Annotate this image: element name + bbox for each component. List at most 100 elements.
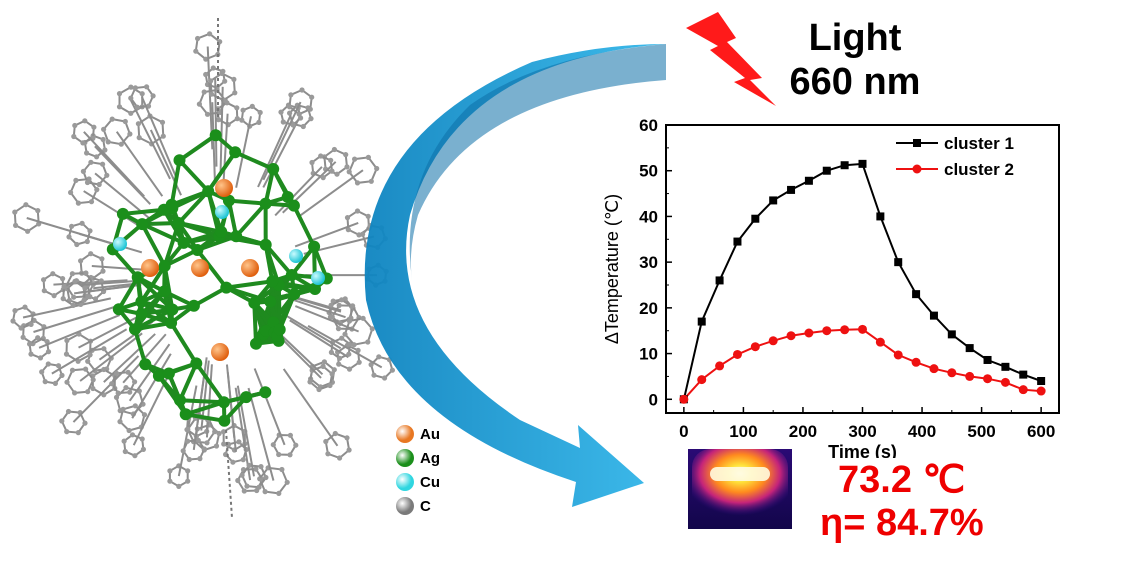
carbon-atom: [13, 222, 19, 228]
ag-atom: [177, 236, 190, 249]
carbon-atom: [87, 352, 93, 358]
carbon-atom: [221, 441, 227, 447]
y-tick-label: 30: [639, 253, 658, 272]
ligand-bond: [297, 169, 364, 219]
carbon-atom: [37, 355, 44, 361]
carbon-atom: [308, 116, 314, 122]
carbon-atom: [276, 451, 282, 458]
carbon-atom: [140, 446, 146, 452]
carbon-atom: [83, 366, 89, 372]
carbon-atom: [256, 484, 262, 490]
carbon-atom: [121, 438, 127, 444]
carbon-atom: [118, 141, 124, 147]
ag-atom: [264, 295, 277, 308]
temperature-chart: 0 100 200 300 400 500 600 0 10 20 30 40 50 60 Time (s)…: [602, 116, 1060, 458]
carbon-atom: [127, 389, 133, 395]
carbon-atom: [125, 369, 131, 375]
carbon-atom: [280, 119, 286, 125]
ag-bond: [179, 398, 224, 405]
carbon-atom: [84, 179, 91, 186]
data-point: [822, 326, 832, 336]
carbon-atom: [360, 315, 366, 321]
carbon-atom: [195, 35, 201, 42]
carbon-atom: [351, 342, 357, 348]
ag-bond: [290, 245, 316, 277]
carbon-atom: [115, 390, 121, 396]
carbon-atom: [63, 351, 70, 357]
carbon-atom: [371, 372, 377, 378]
carbon-atom: [337, 455, 343, 461]
ligand-bond: [274, 328, 324, 376]
ag-atom: [248, 296, 261, 309]
carbon-atom: [356, 359, 362, 365]
carbon-atom: [240, 107, 246, 113]
carbon-atom: [346, 318, 353, 324]
carbon-atom: [132, 85, 138, 91]
y-tick-label: 0: [649, 390, 658, 409]
carbon-atom: [221, 429, 227, 435]
carbon-atom: [320, 175, 326, 181]
ag-atom: [218, 414, 231, 427]
ligand-bond: [219, 86, 224, 172]
carbon-atom: [332, 430, 338, 437]
carbon-atom: [276, 490, 282, 496]
data-point: [912, 290, 921, 299]
carbon-atom: [85, 389, 91, 395]
carbon-atom: [346, 366, 353, 372]
data-point: [965, 371, 975, 381]
carbon-atom: [126, 427, 132, 434]
ligand-bond: [282, 368, 339, 447]
carbon-atom: [288, 92, 294, 98]
data-point: [947, 330, 956, 339]
ag-atom: [191, 244, 204, 256]
ligand-bond: [33, 305, 117, 333]
carbon-atom: [105, 139, 111, 145]
carbon-atom: [201, 446, 207, 452]
carbon-atom: [318, 153, 324, 159]
carbon-atom: [216, 430, 222, 437]
carbon-atom: [328, 349, 334, 355]
carbon-atom: [45, 361, 51, 367]
carbon-atom: [328, 302, 334, 308]
data-point: [697, 375, 707, 385]
carbon-atom: [22, 304, 28, 310]
ligand-bond: [257, 114, 292, 188]
data-point: [875, 337, 885, 347]
carbon-atom: [42, 379, 48, 385]
photothermal-efficiency-value: η= 84.7%: [820, 502, 984, 544]
ligand-bond: [78, 314, 142, 349]
carbon-atom: [197, 456, 203, 462]
ag-bond: [140, 223, 167, 267]
lightning-bolt-icon: [686, 12, 776, 106]
ag-atom: [187, 299, 200, 312]
au-atom: [211, 343, 229, 361]
data-point: [965, 344, 974, 353]
data-point: [947, 368, 957, 378]
data-point: [750, 342, 760, 352]
carbon-atom: [329, 371, 335, 377]
y-axis-label: ΔTemperature (℃): [602, 194, 622, 344]
ligand-bond: [129, 99, 171, 180]
carbon-atom: [52, 380, 59, 386]
carbon-atom: [50, 271, 56, 277]
carbon-atom: [90, 385, 96, 392]
carbon-atom: [180, 448, 186, 454]
element-ball-icon: [396, 473, 414, 491]
element-symbol: Au: [420, 425, 440, 443]
y-tick-label: 20: [639, 299, 658, 318]
carbon-atom: [94, 154, 100, 160]
ag-bond: [117, 276, 140, 311]
y-tick-label: 50: [639, 162, 658, 181]
carbon-atom: [139, 436, 145, 442]
ag-atom: [172, 217, 185, 229]
data-point: [858, 159, 867, 168]
carbon-atom: [208, 91, 215, 97]
carbon-atom: [257, 109, 263, 116]
carbon-atom: [256, 119, 262, 125]
carbon-atom: [239, 472, 245, 478]
carbon-atom: [307, 106, 313, 112]
carbon-atom: [160, 133, 166, 139]
ag-atom: [259, 386, 272, 399]
carbon-atom: [339, 335, 345, 341]
element-ball-icon: [396, 497, 414, 515]
